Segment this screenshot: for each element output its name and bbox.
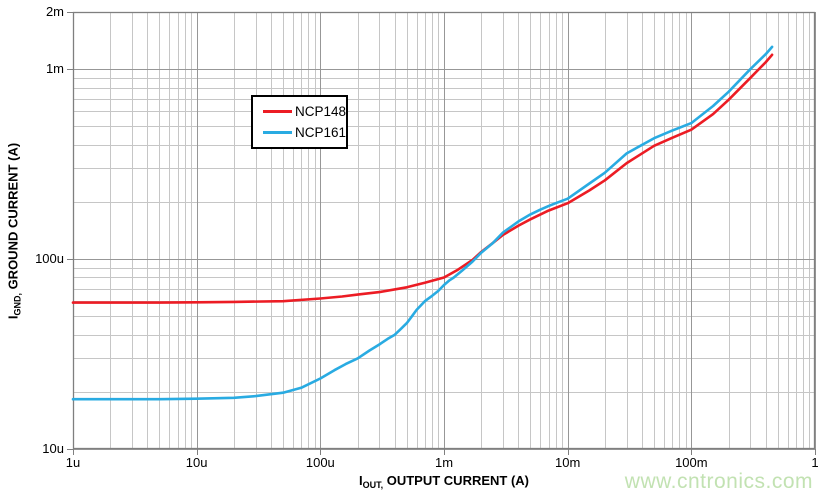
y-tick-label-10u: 10u xyxy=(42,441,64,456)
watermark: www.cntronics.com xyxy=(624,470,813,493)
legend: NCP148 NCP161 xyxy=(251,95,348,149)
x-axis-title: IOUT, OUTPUT CURRENT (A) xyxy=(73,473,815,490)
x-tick-label-1m: 1m xyxy=(434,455,454,470)
x-tick-label-10m: 10m xyxy=(555,455,581,470)
y-tick-label-2m: 2m xyxy=(45,4,64,19)
y-axis-title-sub: GND, xyxy=(12,293,23,316)
series-swatch-ncp148 xyxy=(263,109,292,113)
series-swatch-ncp161 xyxy=(263,131,292,135)
x-axis-title-rest: OUTPUT CURRENT (A) xyxy=(383,473,530,488)
y-tick-label-1m: 1m xyxy=(45,61,64,77)
x-tick-label-1: 1 xyxy=(811,455,819,470)
x-tick-label-10u: 10u xyxy=(185,455,208,470)
x-axis-title-base: I xyxy=(358,473,363,488)
y-axis-title-rest: GROUND CURRENT (A) xyxy=(5,142,21,294)
y-axis-title-base: I xyxy=(5,315,21,320)
legend-row-ncp161: NCP161 xyxy=(253,125,346,140)
x-tick-label-100u: 100u xyxy=(305,455,335,470)
x-axis-title-sub: OUT, xyxy=(362,480,384,490)
y-axis-title: IGND, GROUND CURRENT (A) xyxy=(6,143,23,319)
x-tick-label-100m: 100m xyxy=(675,455,708,470)
series-curve-ncp148 xyxy=(71,53,774,304)
legend-label-ncp148: NCP148 xyxy=(295,103,347,119)
y-tick-label-100u: 100u xyxy=(35,251,64,267)
series-curve-ncp161 xyxy=(71,45,774,401)
x-tick-label-1u: 1u xyxy=(65,455,81,470)
plot-border xyxy=(72,11,816,450)
legend-row-ncp148: NCP148 xyxy=(253,104,346,119)
legend-label-ncp161: NCP161 xyxy=(295,125,347,141)
